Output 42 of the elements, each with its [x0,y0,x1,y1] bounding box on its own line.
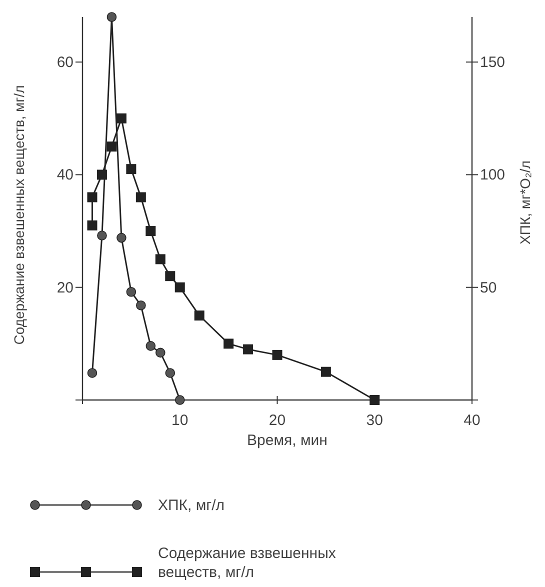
point [116,113,126,124]
legend-label: Содержание взвешенных веществ, мг/л [158,545,336,581]
x-axis-title: Время, мин [247,432,328,449]
point [194,310,204,321]
point [87,192,98,202]
point [146,226,156,236]
point [146,341,156,351]
legend-label: ХПК, мг/л [158,497,225,514]
point [126,164,136,174]
point [87,368,98,378]
point [174,395,185,405]
y-axis-title: Содержание взвешенных веществ, мг/л [11,85,27,345]
point [224,338,234,349]
point [165,368,176,378]
point [165,271,176,282]
point [243,344,254,354]
point [116,232,126,243]
x-tick-label: 10 [172,412,188,429]
y2-tick-label: 50 [480,279,497,296]
y-tick-label: 60 [56,54,74,72]
point [156,348,166,358]
point [136,300,146,310]
y2-axis-title: ХПК, мг*O₂/л [517,160,533,244]
point [96,170,107,180]
point [97,230,107,240]
x-tick-label: 30 [366,412,383,429]
x-tick-label: 20 [268,412,286,429]
point [126,286,136,297]
point [106,12,117,22]
point [87,220,98,230]
point [155,254,166,264]
y2-tick-label: 100 [480,166,506,184]
y2-tick-label: 150 [480,54,506,72]
point [136,192,146,202]
point [370,395,380,405]
point [320,366,331,377]
point [174,282,185,292]
point [272,350,282,360]
y-tick-label: 40 [56,166,74,184]
point [106,142,117,152]
y-tick-label: 20 [56,279,74,296]
x-tick-label: 40 [464,412,480,429]
